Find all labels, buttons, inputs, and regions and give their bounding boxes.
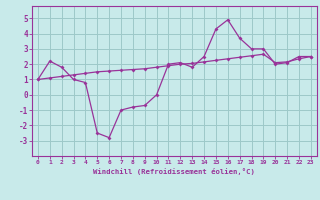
X-axis label: Windchill (Refroidissement éolien,°C): Windchill (Refroidissement éolien,°C): [93, 168, 255, 175]
